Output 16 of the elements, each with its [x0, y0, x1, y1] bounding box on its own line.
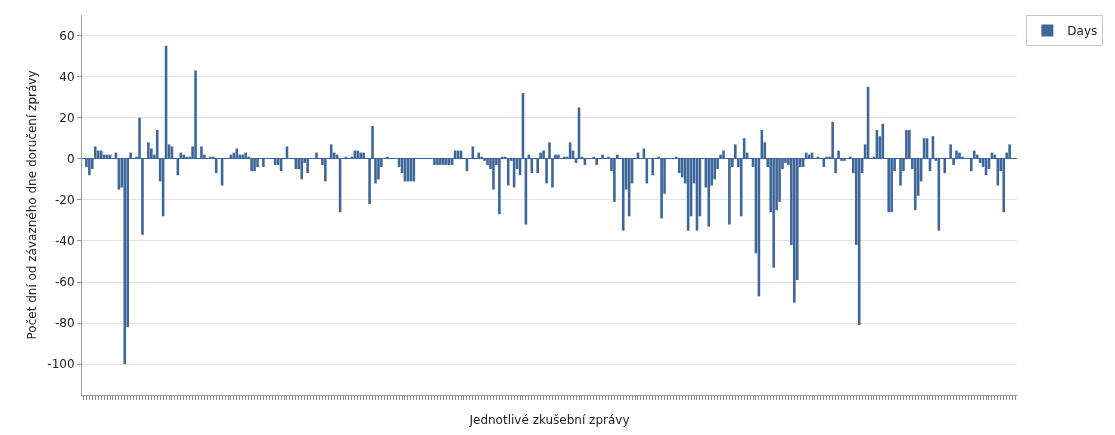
bar: [185, 156, 189, 159]
legend-label: Days: [1067, 24, 1098, 39]
bar: [359, 152, 363, 159]
y-tick-label: 20: [59, 110, 75, 125]
y-axis-title: Počet dní od závazného dne doručení zprávy: [24, 70, 39, 340]
y-tick-label: -20: [54, 193, 75, 208]
y-tick-label: -100: [47, 357, 75, 372]
y-tick-label: -60: [54, 275, 75, 290]
x-axis-title: Jednotlivé zkušební zprávy: [468, 413, 630, 428]
y-tick-label: -80: [54, 316, 75, 331]
y-tick-label: -40: [54, 234, 75, 249]
y-tick-label: 60: [59, 28, 75, 43]
bar: [244, 152, 247, 159]
y-tick-label: 0: [66, 151, 75, 166]
bar: [958, 152, 961, 159]
y-tick-label: 40: [59, 69, 75, 84]
